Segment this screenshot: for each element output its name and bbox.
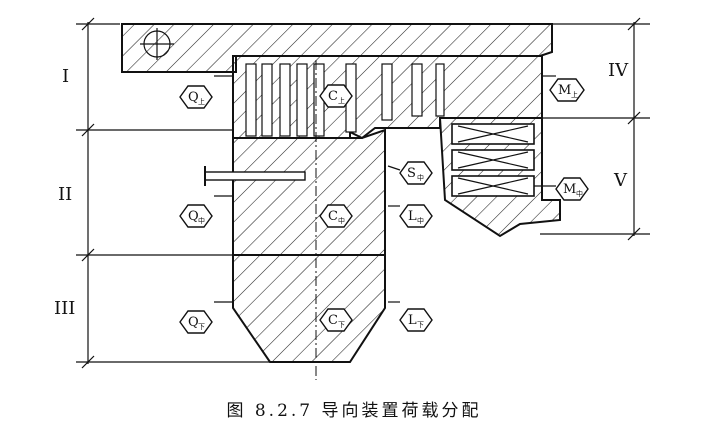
svg-text:C: C	[328, 313, 338, 328]
hex-l-lower: L 下	[399, 308, 433, 332]
svg-text:下: 下	[338, 321, 345, 329]
zone-label-1: I	[62, 66, 69, 87]
svg-text:Q: Q	[188, 90, 199, 105]
hex-m-upper: M 上	[549, 78, 585, 102]
hex-c-middle: C 中	[319, 204, 353, 228]
svg-text:中: 中	[417, 216, 424, 225]
spring-assembly	[438, 117, 561, 238]
svg-text:上: 上	[338, 96, 345, 105]
hex-s-middle: S 中	[399, 161, 433, 185]
svg-text:中: 中	[198, 216, 205, 225]
svg-text:Q: Q	[188, 315, 199, 330]
hex-q-middle: Q 中	[179, 204, 213, 228]
svg-text:中: 中	[576, 189, 583, 198]
hex-q-upper: Q 上	[179, 85, 213, 109]
hex-l-middle: L 中	[399, 204, 433, 228]
right-dimension-lines	[540, 17, 650, 241]
svg-text:下: 下	[417, 321, 424, 329]
svg-text:上: 上	[571, 90, 578, 99]
svg-text:Q: Q	[188, 209, 199, 224]
hex-q-lower: Q 下	[179, 310, 213, 334]
svg-text:M: M	[558, 83, 571, 98]
svg-text:L: L	[408, 209, 417, 224]
hex-c-upper: C 上	[319, 84, 353, 108]
figure-caption: 图 8.2.7 导向装置荷载分配	[226, 401, 482, 421]
svg-text:M: M	[563, 182, 576, 197]
svg-text:中: 中	[417, 173, 424, 182]
hex-m-middle: M 中	[555, 177, 589, 201]
svg-text:C: C	[328, 89, 338, 104]
zone-label-2: II	[58, 184, 72, 205]
svg-text:下: 下	[198, 323, 205, 331]
svg-text:S: S	[407, 166, 416, 181]
svg-text:中: 中	[338, 216, 345, 225]
svg-text:上: 上	[198, 97, 205, 106]
hex-c-lower: C 下	[319, 308, 353, 332]
svg-text:C: C	[328, 209, 338, 224]
zone-label-4: IV	[608, 60, 629, 81]
zone-label-5: V	[613, 170, 628, 191]
left-dimension-lines	[76, 17, 300, 369]
force-arrows	[214, 75, 556, 303]
zone-label-3: III	[54, 298, 75, 319]
svg-text:L: L	[408, 313, 417, 328]
